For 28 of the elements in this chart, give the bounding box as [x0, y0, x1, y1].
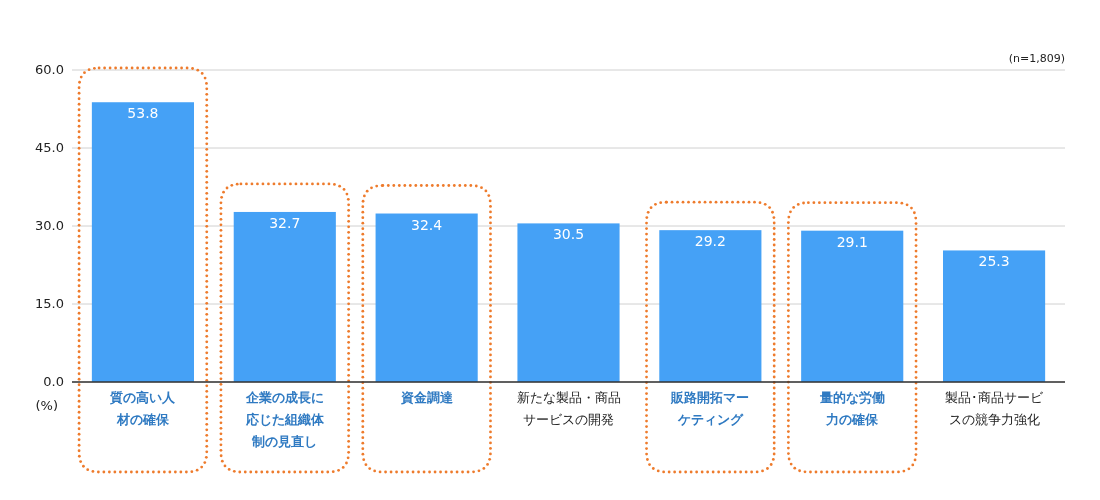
bar	[943, 250, 1046, 382]
x-tick-label: 質の高い人材の確保	[109, 390, 177, 427]
x-tick-label: 資金調達	[399, 390, 454, 405]
y-tick-label: 0.0	[43, 374, 64, 389]
y-tick-label: 45.0	[35, 140, 64, 155]
text: (n=1,809)	[1008, 52, 1065, 65]
data-label: 53.8	[127, 105, 159, 122]
x-tick-label: 量的な労働力の確保	[818, 390, 885, 427]
bar	[659, 230, 762, 382]
x-tick-label: 企業の成長に応じた組織体制の見直し	[244, 390, 325, 449]
y-tick-label: 30.0	[35, 218, 64, 233]
y-tick-label: 15.0	[35, 296, 64, 311]
x-tick-label: 新たな製品・商品サービスの開発	[516, 390, 621, 427]
data-label: 30.5	[552, 226, 585, 243]
bar	[375, 213, 478, 382]
x-tick-label: 販路開拓マーケティング	[670, 390, 750, 427]
bar	[91, 102, 194, 382]
data-label: 25.3	[978, 253, 1010, 270]
data-label: 29.2	[694, 233, 726, 250]
x-tick-label: 製品･商品サービスの競争力強化	[945, 390, 1045, 427]
bar	[801, 230, 904, 382]
data-label: 32.7	[269, 214, 301, 231]
data-label: 32.4	[411, 216, 443, 233]
bar	[233, 211, 336, 382]
bar	[517, 223, 620, 382]
data-label: 29.1	[836, 233, 868, 250]
y-tick-label: 60.0	[35, 62, 64, 77]
y-axis-title: (%)	[35, 398, 58, 413]
